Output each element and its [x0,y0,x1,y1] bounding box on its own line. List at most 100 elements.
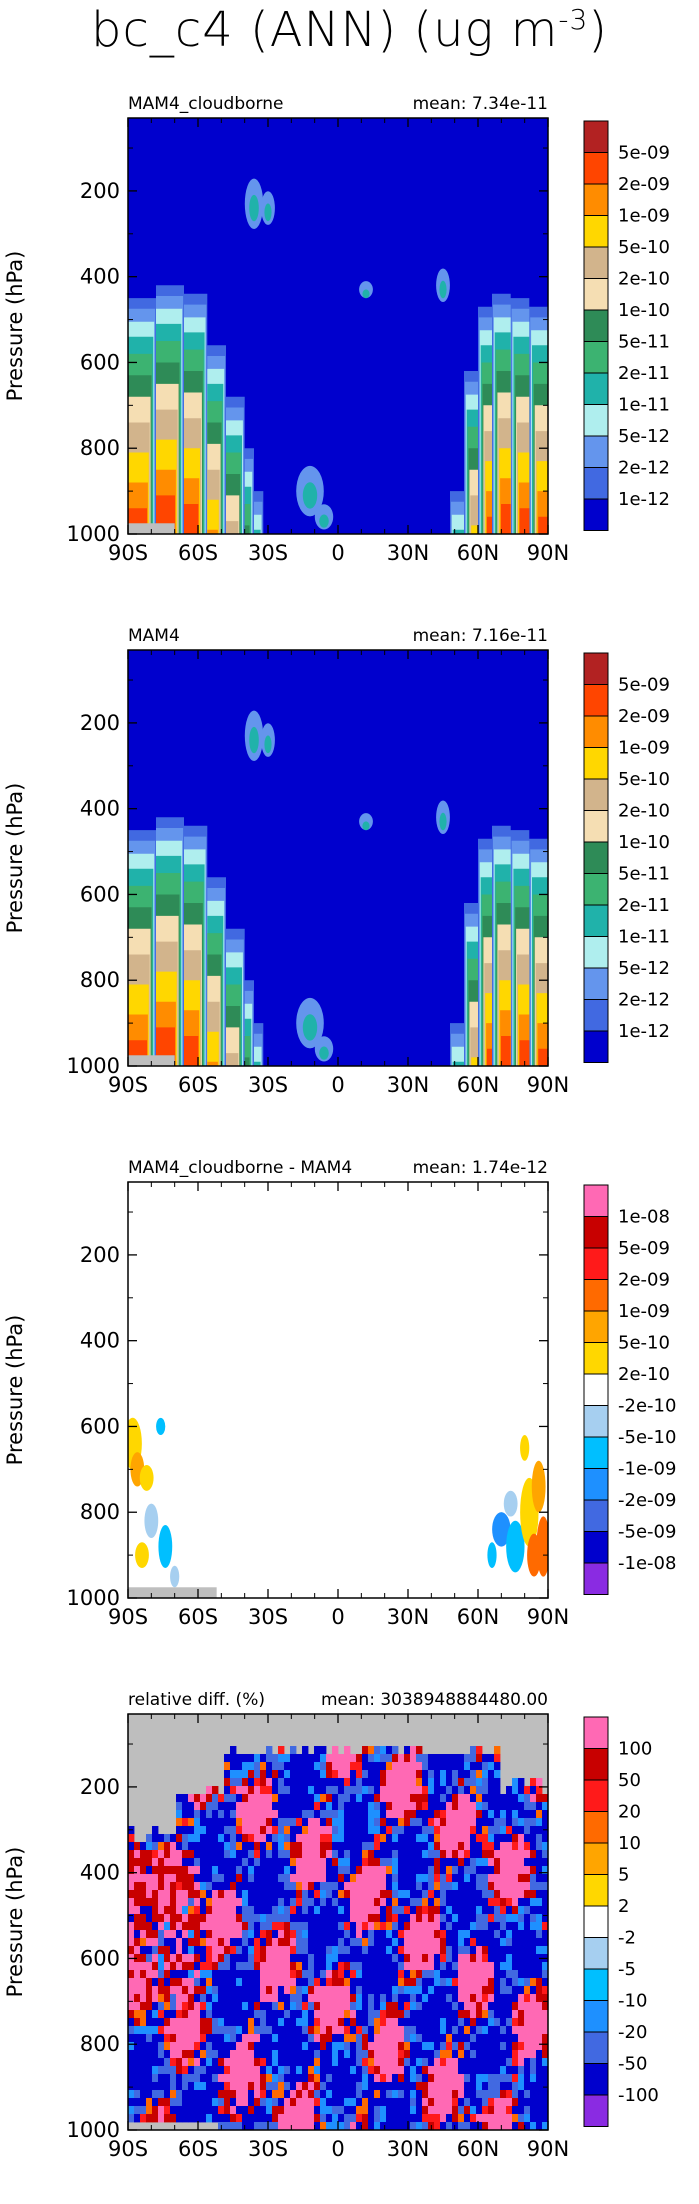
relative-diff-cell [362,1954,369,1963]
relative-diff-cell [470,1986,477,1995]
relative-diff-cell [182,2090,189,2099]
relative-diff-cell [218,1850,225,1859]
relative-diff-cell [218,1930,225,1939]
relative-diff-cell [302,1786,309,1795]
relative-diff-cell [386,2050,393,2059]
relative-diff-cell [368,2114,375,2123]
relative-diff-cell [422,1946,429,1955]
relative-diff-cell [512,2058,519,2067]
relative-diff-cell [344,1986,351,1995]
relative-diff-cell [332,1994,339,2003]
relative-diff-cell [278,2058,285,2067]
relative-diff-cell [260,1898,267,1907]
relative-diff-cell [200,1938,207,1947]
relative-diff-cell [368,2066,375,2075]
relative-diff-cell [362,2010,369,2019]
relative-diff-cell [128,2026,135,2035]
relative-diff-cell [296,1818,303,1827]
missing-data [128,1587,217,1598]
relative-diff-cell [410,1818,417,1827]
relative-diff-cell [470,2042,477,2051]
relative-diff-cell [344,1970,351,1979]
tropical-feature-core-1 [319,514,329,528]
relative-diff-cell [188,1858,195,1867]
relative-diff-cell [338,2114,345,2123]
relative-diff-cell [296,1834,303,1843]
relative-diff-cell [182,2098,189,2107]
relative-diff-cell [302,2098,309,2107]
relative-diff-cell [416,2114,423,2123]
relative-diff-cell [200,2042,207,2051]
relative-diff-cell [458,1794,465,1803]
relative-diff-cell [404,1826,411,1835]
relative-diff-cell [224,1946,231,1955]
relative-diff-cell [476,1898,483,1907]
relative-diff-cell [482,2114,489,2123]
relative-diff-cell [140,2090,147,2099]
relative-diff-cell [470,1882,477,1891]
relative-diff-cell [176,1810,183,1819]
relative-diff-cell [398,1946,405,1955]
relative-diff-cell [440,2114,447,2123]
relative-diff-cell [344,2018,351,2027]
relative-diff-cell [296,1770,303,1779]
relative-diff-cell [410,2122,417,2130]
relative-diff-cell [488,2074,495,2083]
relative-diff-cell [506,2058,513,2067]
relative-diff-cell [296,1890,303,1899]
relative-diff-cell [272,1866,279,1875]
relative-diff-cell [512,1890,519,1899]
relative-diff-cell [224,1810,231,1819]
relative-diff-cell [512,1914,519,1923]
relative-diff-cell [272,2034,279,2043]
relative-diff-cell [488,2106,495,2115]
relative-diff-cell [266,1962,273,1971]
relative-diff-cell [218,2114,225,2123]
relative-diff-cell [362,1802,369,1811]
relative-diff-cell [344,1994,351,2003]
relative-diff-cell [338,2066,345,2075]
relative-diff-cell [374,1802,381,1811]
relative-diff-cell [212,2050,219,2059]
relative-diff-cell [482,1914,489,1923]
relative-diff-cell [134,2114,141,2123]
relative-diff-cell [290,1962,297,1971]
relative-diff-cell [278,1850,285,1859]
relative-diff-cell [524,1906,531,1915]
relative-diff-cell [476,1850,483,1859]
relative-diff-cell [266,1906,273,1915]
relative-diff-cell [140,2010,147,2019]
relative-diff-cell [536,1898,543,1907]
relative-diff-cell [338,1978,345,1987]
relative-diff-cell [494,1778,501,1787]
relative-diff-cell [308,2090,315,2099]
relative-diff-cell [164,1882,171,1891]
relative-diff-cell [302,1810,309,1819]
relative-diff-cell [224,2026,231,2035]
relative-diff-cell [284,1890,291,1899]
relative-diff-cell [398,1962,405,1971]
relative-diff-cell [410,1866,417,1875]
relative-diff-cell [374,1818,381,1827]
relative-diff-cell [386,1746,393,1755]
relative-diff-cell [302,1970,309,1979]
relative-diff-cell [530,1866,537,1875]
relative-diff-cell [170,1834,177,1843]
y-tick-label-600: 600 [80,350,120,374]
relative-diff-cell [464,1866,471,1875]
relative-diff-cell [140,1938,147,1947]
relative-diff-cell [182,2018,189,2027]
relative-diff-cell [344,2042,351,2051]
relative-diff-cell [170,2050,177,2059]
relative-diff-cell [422,2090,429,2099]
relative-diff-cell [200,2082,207,2091]
relative-diff-cell [272,2058,279,2067]
relative-diff-cell [344,1842,351,1851]
relative-diff-cell [230,1898,237,1907]
relative-diff-cell [386,2090,393,2099]
relative-diff-cell [278,2018,285,2027]
relative-diff-cell [458,2018,465,2027]
relative-diff-cell [224,1802,231,1811]
relative-diff-cell [152,1978,159,1987]
relative-diff-cell [188,2074,195,2083]
